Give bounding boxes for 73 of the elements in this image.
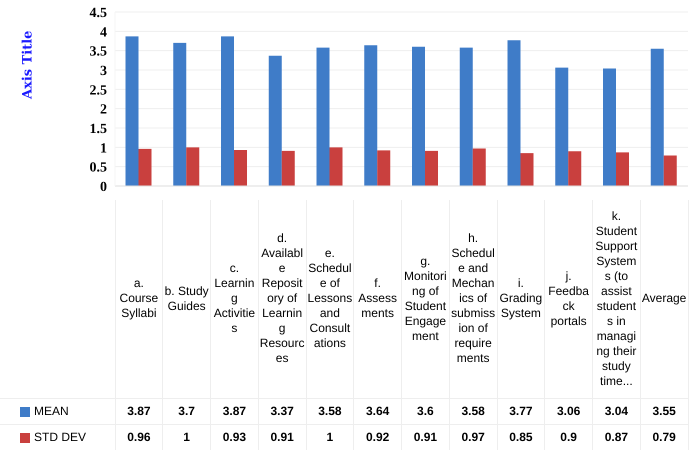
data-label: 3.6 — [402, 398, 450, 424]
y-tick-label: 1.5 — [90, 122, 107, 137]
bar — [186, 147, 200, 186]
y-tick-label: 3 — [100, 64, 107, 79]
data-label: 0.79 — [640, 424, 688, 450]
bar — [173, 42, 186, 186]
legend-label: MEAN — [0, 398, 115, 424]
bar — [664, 155, 677, 186]
bar — [377, 150, 390, 186]
bar — [221, 36, 234, 186]
data-label: 0.97 — [449, 424, 497, 450]
data-label: 0.92 — [354, 424, 402, 450]
category-label: k. Student Support Systems (to assist students in managing their study time... — [595, 208, 638, 388]
bar — [138, 148, 152, 186]
y-tick-label: 2 — [100, 102, 107, 118]
x-tick-label: g. Monitoring of Student Engagement — [402, 200, 450, 398]
x-tick-label: f. Assessments — [354, 200, 402, 398]
data-label: 3.87 — [115, 398, 163, 424]
y-tick-label: 0.5 — [90, 160, 107, 176]
x-tick-label: b. Study Guides — [162, 200, 210, 398]
bar — [330, 147, 343, 186]
bar — [508, 40, 521, 186]
x-tick-label: c. Learning Activities — [210, 200, 258, 398]
data-label: 3.37 — [258, 398, 306, 424]
bar — [568, 151, 582, 186]
bar — [460, 48, 473, 186]
legend-label: STD DEV — [0, 424, 115, 450]
bar — [555, 68, 568, 186]
data-label: 0.93 — [210, 424, 258, 450]
bar — [650, 48, 664, 186]
y-axis-title: Axis Title — [20, 30, 36, 100]
bar — [520, 153, 534, 186]
x-tick-label: e. Schedule of Lessons and Consultations — [306, 200, 354, 398]
data-label: 0.96 — [115, 424, 163, 450]
data-label: 0.85 — [497, 424, 545, 450]
data-label: 0.91 — [402, 424, 450, 450]
bar — [472, 148, 486, 186]
y-tick-label: 1 — [100, 141, 107, 156]
bar — [425, 150, 438, 186]
data-label: 1 — [306, 424, 354, 450]
bar — [126, 36, 139, 186]
data-label: 3.58 — [306, 398, 354, 424]
x-tick-label: Average — [640, 200, 688, 398]
x-tick-label: j. Feedback portals — [544, 200, 592, 398]
bar — [364, 45, 378, 186]
data-label: 0.87 — [592, 424, 640, 450]
bar — [268, 56, 282, 186]
data-label: 0.9 — [544, 424, 592, 450]
data-label: 1 — [162, 424, 210, 450]
y-tick-label: 2.5 — [90, 83, 107, 98]
data-label: 3.55 — [640, 398, 688, 424]
data-label: 3.64 — [354, 398, 402, 424]
data-label: 0.91 — [258, 424, 306, 450]
bar — [412, 46, 426, 186]
x-tick-label: a. Course Syllabi — [115, 200, 163, 398]
data-label: 3.7 — [162, 398, 210, 424]
bar — [616, 152, 630, 186]
x-tick-label: i. Grading System — [497, 200, 545, 398]
bar — [603, 68, 616, 186]
data-label: 3.04 — [592, 398, 640, 424]
category-label: h. Schedule and Mechanics of submission of requirements — [451, 231, 496, 366]
data-label: 3.77 — [497, 398, 545, 424]
data-label: 3.58 — [449, 398, 497, 424]
y-tick-label: 0 — [100, 180, 107, 195]
y-tick-label: 3.5 — [90, 44, 107, 60]
data-label: 3.06 — [544, 398, 592, 424]
bar — [316, 48, 330, 186]
bar — [282, 150, 295, 186]
bar — [234, 150, 248, 186]
y-tick-label: 4 — [100, 25, 107, 40]
category-label: d. Available Repository of Learning Resources — [260, 231, 304, 366]
y-tick-label: 4.5 — [90, 6, 107, 21]
data-label: 3.87 — [210, 398, 258, 424]
